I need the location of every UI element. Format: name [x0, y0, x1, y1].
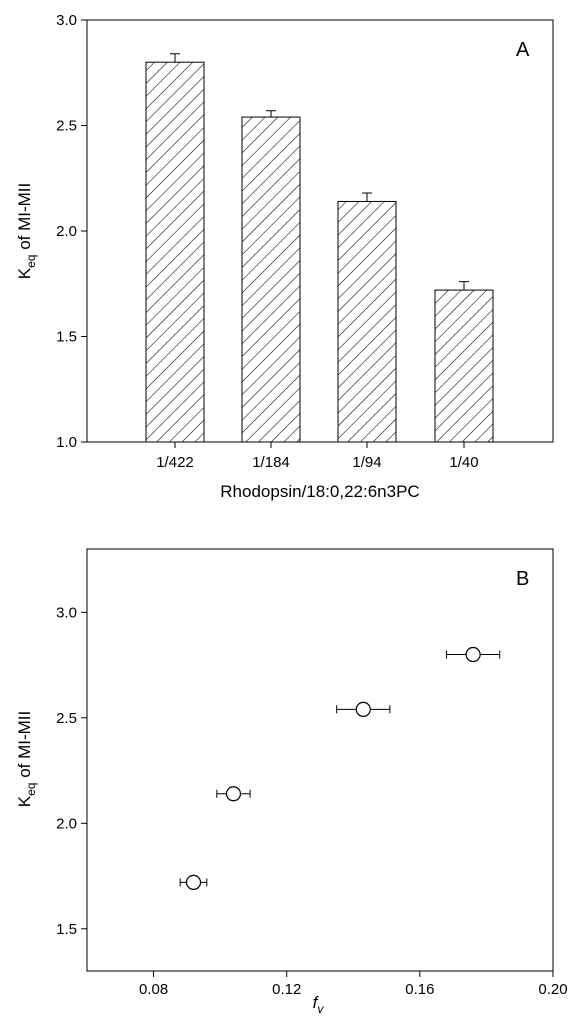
chart-b-y-label-main: K	[15, 795, 34, 807]
chart-b-points	[179, 646, 501, 890]
chart-b-y-tick-label: 2.5	[56, 710, 77, 727]
chart-b-x-axis: 0.08 0.12 0.16 0.20	[139, 971, 568, 998]
chart-a-bar	[241, 116, 301, 443]
chart-a-y-axis: 1.0 1.5 2.0 2.5 3.0	[56, 12, 87, 451]
chart-a-bar	[145, 61, 205, 443]
chart-b-x-label-sub: v	[317, 1002, 324, 1016]
chart-a-y-label-main: K	[15, 267, 34, 279]
chart-b-x-tick-label: 0.12	[272, 981, 301, 998]
chart-b-y-axis-label: Keq of MI-MII	[15, 711, 38, 807]
chart-a: 1.0 1.5 2.0 2.5 3.0 1/422 1/184 1/94 1/40 A Rho…	[15, 12, 554, 501]
chart-a-bar	[434, 289, 494, 443]
chart-b-point	[185, 874, 202, 890]
chart-b-point	[465, 646, 481, 663]
chart-b: 1.5 2.0 2.5 3.0 0.08 0.12 0.16 0.20 B fv Keq o…	[15, 548, 568, 1016]
chart-a-y-tick-label: 1.5	[56, 329, 77, 346]
chart-a-y-label-sub: eq	[24, 255, 38, 268]
chart-b-x-label-main: f	[313, 993, 320, 1012]
chart-b-point	[355, 701, 371, 717]
chart-a-y-tick-label: 3.0	[56, 12, 77, 29]
chart-b-y-axis: 1.5 2.0 2.5 3.0	[56, 604, 87, 938]
chart-b-y-tick-label: 1.5	[56, 921, 77, 938]
chart-b-y-tick-label: 3.0	[56, 604, 77, 621]
chart-a-y-tick-label: 2.0	[56, 223, 77, 240]
chart-a-y-tick-label: 1.0	[56, 434, 77, 451]
chart-b-y-label-sub: eq	[24, 783, 38, 796]
chart-b-y-label-rest: of MI-MII	[15, 711, 34, 783]
chart-b-x-tick-label: 0.08	[139, 981, 168, 998]
chart-a-panel-letter: A	[516, 39, 530, 61]
chart-a-x-tick-label: 1/94	[352, 454, 381, 471]
chart-b-plot-frame	[86, 548, 554, 972]
chart-a-y-tick-label: 2.5	[56, 118, 77, 135]
chart-a-x-tick-label: 1/40	[449, 454, 478, 471]
chart-b-x-tick-label: 0.20	[538, 981, 567, 998]
chart-a-bar	[337, 200, 397, 443]
chart-a-y-axis-label: Keq of MI-MII	[15, 183, 38, 279]
chart-a-y-label-rest: of MI-MII	[15, 183, 34, 255]
chart-a-x-axis-label: Rhodopsin/18:0,22:6n3PC	[220, 482, 419, 501]
chart-b-point	[225, 786, 242, 802]
chart-b-y-tick-label: 2.0	[56, 815, 77, 832]
chart-a-bars	[145, 53, 494, 443]
chart-a-x-tick-label: 1/422	[156, 454, 194, 471]
chart-b-x-tick-label: 0.16	[405, 981, 434, 998]
chart-b-x-axis-label: fv	[313, 993, 325, 1016]
chart-b-panel-letter: B	[516, 568, 529, 590]
chart-a-x-tick-label: 1/184	[252, 454, 290, 471]
chart-a-x-axis: 1/422 1/184 1/94 1/40	[156, 442, 479, 471]
